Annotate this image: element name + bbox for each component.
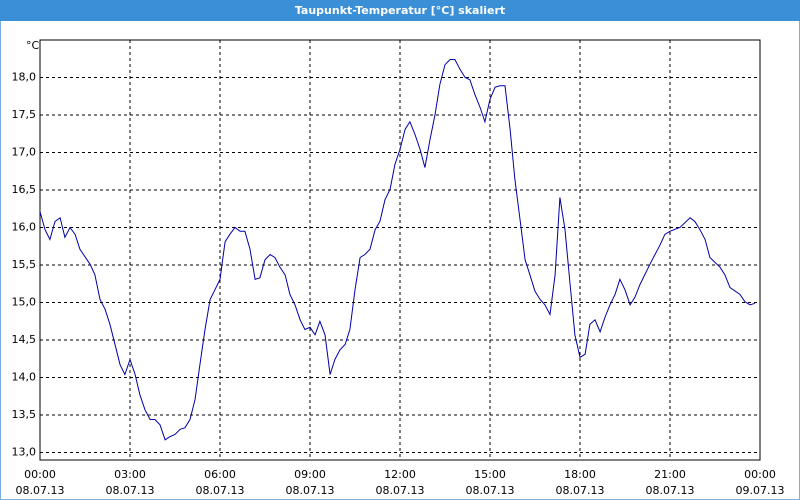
x-tick-label: 15:00 [474, 468, 506, 481]
y-tick-label: 16,5 [12, 183, 37, 196]
x-tick-date: 09.07.13 [736, 484, 785, 497]
title-bar [0, 0, 800, 21]
x-tick-date: 08.07.13 [376, 484, 425, 497]
x-tick-label: 06:00 [204, 468, 236, 481]
x-tick-label: 03:00 [114, 468, 146, 481]
y-tick-label: 18,0 [12, 71, 37, 84]
x-tick-label: 00:00 [24, 468, 56, 481]
y-tick-label: 13,0 [12, 446, 37, 459]
x-tick-label: 00:00 [744, 468, 776, 481]
y-tick-label: 17,0 [12, 146, 37, 159]
y-tick-label: 13,5 [12, 408, 37, 421]
y-tick-label: 17,5 [12, 108, 37, 121]
chart-title: Taupunkt-Temperatur [°C] skaliert [295, 4, 505, 17]
x-tick-date: 08.07.13 [16, 484, 65, 497]
x-tick-label: 12:00 [384, 468, 416, 481]
y-tick-label: 15,0 [12, 296, 37, 309]
y-tick-label: 15,5 [12, 258, 37, 271]
x-tick-date: 08.07.13 [286, 484, 335, 497]
y-unit: °C [26, 39, 40, 52]
y-tick-label: 14,5 [12, 333, 37, 346]
x-tick-date: 08.07.13 [466, 484, 515, 497]
data-line [39, 59, 756, 441]
x-tick-label: 09:00 [294, 468, 326, 481]
y-tick-label: 14,0 [12, 371, 37, 384]
x-tick-date: 08.07.13 [196, 484, 245, 497]
x-tick-date: 08.07.13 [646, 484, 695, 497]
x-tick-date: 08.07.13 [106, 484, 155, 497]
y-tick-label: 16,0 [12, 221, 37, 234]
x-tick-date: 08.07.13 [556, 484, 605, 497]
x-tick-label: 21:00 [654, 468, 686, 481]
x-tick-label: 18:00 [564, 468, 596, 481]
